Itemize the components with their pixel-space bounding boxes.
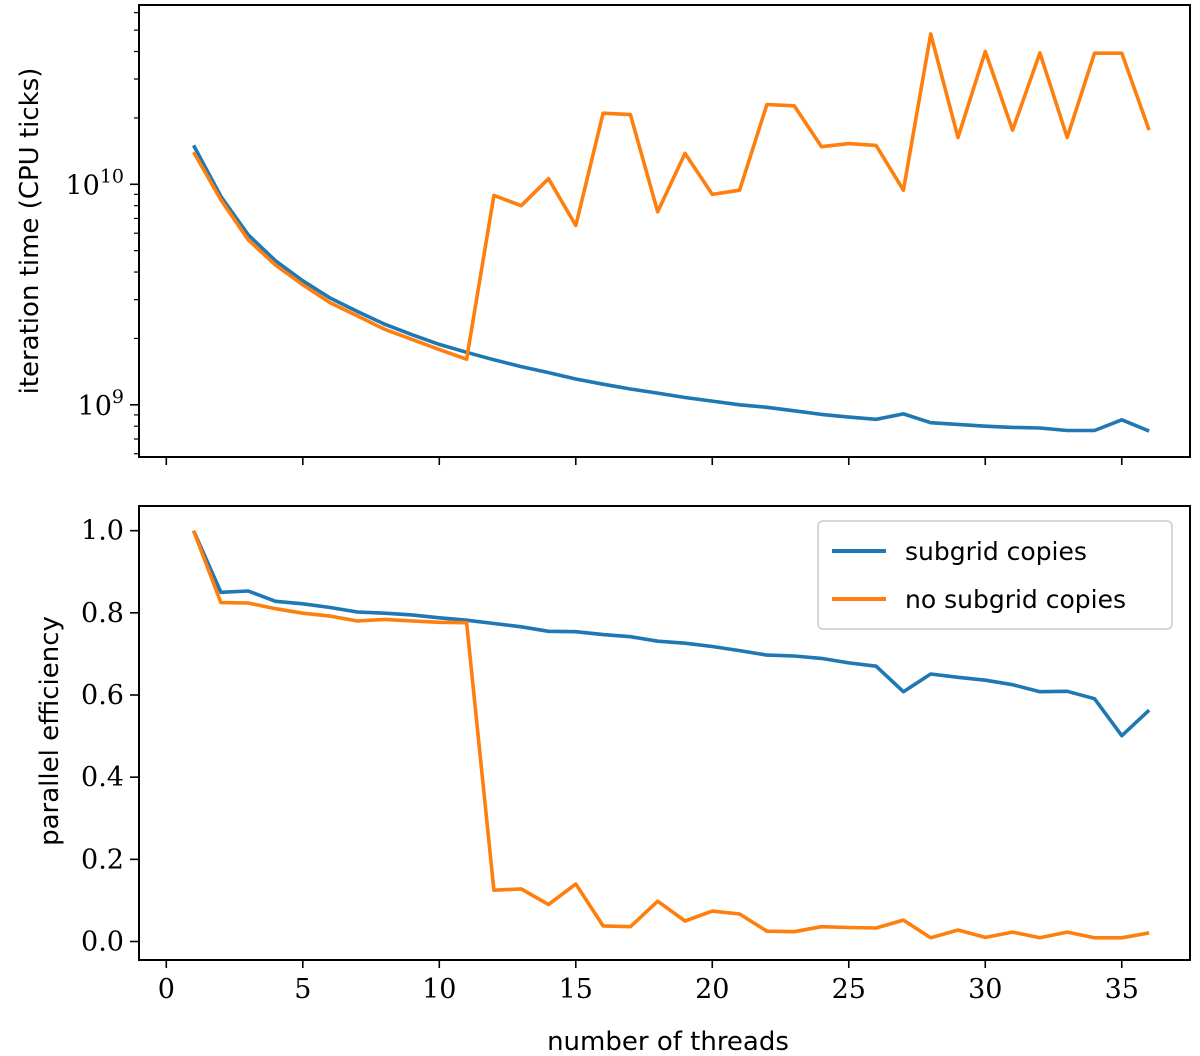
- bottom-series-line-no-subgrid-copies: [191, 530, 1150, 940]
- x-tick-label: 15: [559, 974, 593, 1005]
- top-panel-iteration-time: 109 1010: [65, 4, 1191, 465]
- x-tick-label: 35: [1105, 974, 1139, 1005]
- y-tick-label: 0.0: [81, 927, 124, 958]
- x-tick-label: 25: [832, 974, 866, 1005]
- y-tick-label: 0.6: [81, 680, 124, 711]
- x-axis-label: number of threads: [547, 1027, 789, 1056]
- y-tick-label: 1.0: [81, 516, 124, 547]
- top-series-group: [192, 32, 1151, 433]
- x-tick-label: 0: [158, 974, 175, 1005]
- bottom-panel-parallel-efficiency: 0 5 10 15 20 25 30 35 0.0 0.2 0.4 0.6 0.8 1.0: [81, 505, 1191, 1005]
- x-tick-label: 10: [422, 974, 456, 1005]
- bottom-axes-frame: [138, 505, 1191, 961]
- y-tick-label: 0.4: [81, 762, 124, 793]
- x-tick-label: 30: [968, 974, 1002, 1005]
- legend: subgrid copies no subgrid copies: [817, 520, 1173, 630]
- top-series-line-subgrid-copies: [192, 144, 1150, 433]
- y-tick-label: 1010: [65, 165, 124, 201]
- y-tick-label: 109: [78, 386, 124, 422]
- y-tick-label: 0.8: [81, 598, 124, 629]
- legend-label-subgrid-copies: subgrid copies: [905, 537, 1087, 566]
- top-series-line-no-subgrid-copies: [192, 32, 1151, 362]
- y-tick-label: 0.2: [81, 844, 124, 875]
- legend-label-no-subgrid-copies: no subgrid copies: [905, 585, 1126, 614]
- legend-box: [817, 520, 1173, 630]
- top-y-axis-label: iteration time (CPU ticks): [15, 68, 45, 395]
- bottom-y-axis-label: parallel efficiency: [35, 616, 65, 846]
- top-axes-frame: [138, 4, 1191, 458]
- bottom-series-line-subgrid-copies: [191, 529, 1151, 738]
- bottom-series-group: [191, 529, 1151, 940]
- x-tick-label: 20: [695, 974, 729, 1005]
- x-tick-label: 5: [294, 974, 311, 1005]
